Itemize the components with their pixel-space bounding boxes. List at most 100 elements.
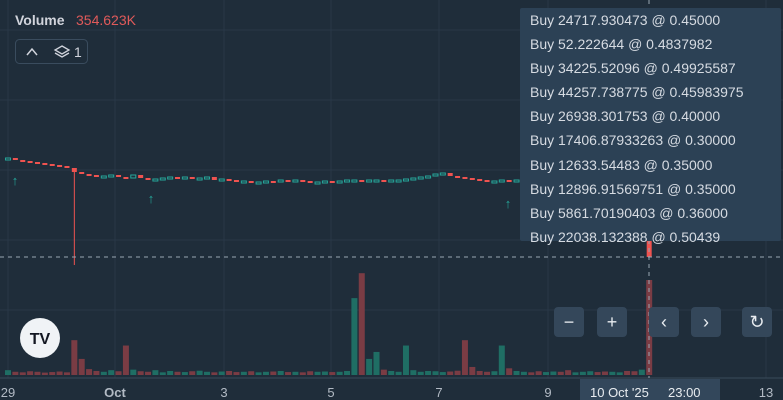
candle-body bbox=[240, 180, 247, 184]
candle-body bbox=[336, 180, 343, 184]
volume-bar bbox=[203, 371, 210, 375]
candle-body bbox=[203, 176, 210, 180]
volume-bar bbox=[476, 370, 483, 375]
candle-body bbox=[262, 180, 269, 184]
volume-bar bbox=[579, 371, 586, 375]
volume-bar bbox=[587, 371, 594, 375]
candle-body bbox=[108, 174, 115, 178]
volume-bar bbox=[19, 372, 26, 375]
volume-bar bbox=[174, 371, 181, 375]
candle-body bbox=[27, 161, 33, 163]
volume-bar bbox=[344, 370, 351, 375]
volume-bar bbox=[56, 371, 63, 375]
legend-controls[interactable] bbox=[15, 39, 88, 64]
volume-bar bbox=[78, 358, 85, 375]
volume-bar bbox=[557, 371, 564, 375]
candle-body bbox=[351, 179, 358, 183]
volume-bar bbox=[388, 370, 395, 375]
volume-bar bbox=[395, 371, 402, 375]
tooltip-line: Buy 12896.91569751 @ 0.35000 bbox=[530, 180, 736, 197]
candle-body bbox=[506, 180, 512, 182]
volume-bar bbox=[498, 345, 505, 375]
candle-body bbox=[218, 178, 225, 182]
volume-bar bbox=[543, 372, 550, 375]
candle-body bbox=[373, 179, 380, 183]
candle-body bbox=[432, 173, 439, 177]
collapse-icon[interactable] bbox=[26, 47, 38, 56]
logo[interactable] bbox=[20, 318, 60, 358]
logo-mark: TV bbox=[30, 331, 51, 348]
volume-bar bbox=[262, 371, 269, 375]
trade-marker: ↑ bbox=[505, 196, 512, 211]
volume-bar bbox=[27, 371, 34, 375]
volume-bar bbox=[93, 370, 100, 375]
candle-body bbox=[226, 179, 232, 181]
tooltip-line: Buy 5861.70190403 @ 0.36000 bbox=[530, 204, 728, 221]
volume-bar bbox=[638, 369, 645, 375]
candle-body bbox=[233, 180, 239, 182]
volume-bar bbox=[226, 370, 233, 375]
tooltip: Buy 24717.930473 @ 0.45000 Buy 52.222644 … bbox=[520, 8, 781, 245]
candle-body bbox=[300, 180, 306, 182]
volume-bar bbox=[248, 371, 255, 375]
volume-bar bbox=[609, 371, 616, 375]
candle-body bbox=[145, 178, 151, 180]
volume-bar bbox=[130, 369, 137, 375]
volume-bar bbox=[336, 371, 343, 375]
candle-body bbox=[402, 178, 409, 182]
legend-value: 354.623K bbox=[76, 12, 137, 28]
layers-count: 1 bbox=[74, 44, 82, 60]
tooltip-line: Buy 24717.930473 @ 0.45000 bbox=[530, 12, 721, 28]
volume-bar bbox=[565, 370, 572, 375]
scroll-right-button[interactable]: › bbox=[691, 307, 721, 337]
volume-bar bbox=[189, 371, 196, 375]
candle-body bbox=[381, 180, 387, 182]
x-tick-label: 29 bbox=[1, 385, 15, 400]
candle-body bbox=[484, 180, 490, 182]
candle-body bbox=[455, 176, 461, 178]
trade-marker: ↑ bbox=[148, 191, 155, 206]
volume-bar bbox=[12, 371, 19, 375]
volume-bar bbox=[601, 371, 608, 375]
candle-body bbox=[49, 164, 55, 166]
candle-body bbox=[71, 168, 77, 172]
candle-body bbox=[181, 176, 188, 180]
volume-bar bbox=[402, 345, 409, 375]
volume-bar bbox=[469, 366, 476, 375]
volume-bar bbox=[616, 372, 623, 375]
x-tick-label: 7 bbox=[435, 385, 442, 400]
volume-bar bbox=[380, 369, 387, 375]
candle-body bbox=[321, 180, 328, 184]
scroll-left-button[interactable]: ‹ bbox=[649, 307, 679, 337]
volume-bar bbox=[624, 370, 631, 375]
volume-bar bbox=[417, 371, 424, 375]
candle-body bbox=[425, 175, 432, 179]
volume-bar bbox=[277, 370, 284, 375]
volume-bar bbox=[447, 371, 454, 375]
candle-body bbox=[447, 173, 453, 176]
volume-bar bbox=[41, 372, 48, 375]
candle-body bbox=[100, 175, 107, 179]
volume-bar bbox=[432, 371, 439, 375]
zoom-out-button[interactable]: − bbox=[554, 307, 584, 337]
volume-bars bbox=[5, 273, 653, 375]
zoom-in-button[interactable]: + bbox=[597, 307, 627, 337]
candle-body bbox=[292, 179, 299, 183]
candle-body bbox=[5, 157, 11, 161]
tooltip-line: Buy 17406.87933263 @ 0.30000 bbox=[530, 132, 736, 149]
candle-body bbox=[64, 166, 70, 168]
volume-bar bbox=[410, 370, 417, 375]
volume-bar bbox=[137, 371, 144, 375]
x-tick-label: 9 bbox=[544, 385, 551, 400]
candle-body bbox=[34, 162, 40, 164]
volume-bar bbox=[285, 372, 292, 375]
reset-button[interactable]: ↻ bbox=[742, 307, 772, 337]
x-tick-label: 13 bbox=[759, 385, 773, 400]
candle-body bbox=[79, 172, 85, 174]
candle-body bbox=[175, 177, 181, 179]
volume-bar bbox=[329, 372, 336, 375]
candle-body bbox=[477, 179, 483, 181]
volume-bar bbox=[86, 369, 93, 375]
layers-icon[interactable] bbox=[53, 45, 71, 58]
